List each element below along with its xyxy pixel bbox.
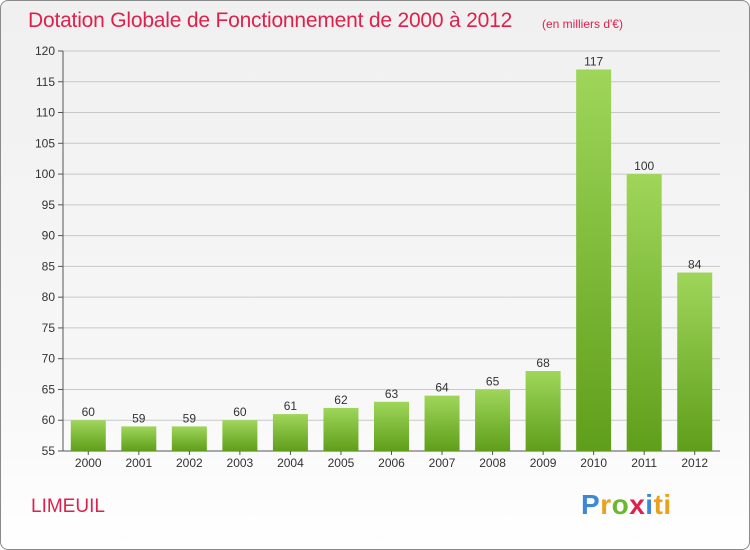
data-label: 117 [584, 54, 603, 68]
x-tick-label: 2008 [479, 456, 506, 470]
y-tick-label: 60 [42, 413, 56, 427]
x-tick-label: 2010 [580, 456, 607, 470]
bar [222, 420, 258, 451]
bar [626, 174, 662, 452]
bar [121, 426, 157, 451]
bar [475, 389, 511, 451]
bar [171, 426, 207, 451]
data-label: 84 [688, 258, 702, 272]
x-tick-label: 2011 [631, 456, 657, 470]
bar [272, 414, 308, 451]
bar [70, 420, 106, 451]
y-tick-label: 115 [36, 75, 55, 89]
y-tick-label: 120 [35, 44, 55, 58]
data-labels: 60 59 59 60 61 62 63 64 65 68 117 100 84 [82, 54, 702, 425]
y-tick-label: 110 [36, 106, 55, 120]
data-label: 60 [82, 405, 96, 419]
y-tick-label: 90 [42, 229, 56, 243]
bar [525, 371, 561, 451]
grid-lines [63, 50, 720, 421]
y-tick-label: 95 [42, 198, 56, 212]
axes: 55 60 65 70 75 80 85 90 95 100 105 110 115 120 2000 200… [35, 44, 720, 470]
y-tick-label: 105 [35, 136, 55, 150]
proxiti-logo[interactable]: Proxiti [581, 489, 672, 520]
bar [424, 395, 460, 451]
bars [70, 69, 713, 452]
data-label: 59 [132, 411, 146, 425]
x-tick-label: 2012 [681, 456, 708, 470]
data-label: 61 [284, 399, 298, 413]
x-tick-label: 2005 [328, 456, 355, 470]
data-label: 63 [385, 387, 399, 401]
data-label: 59 [183, 411, 197, 425]
data-label: 65 [486, 374, 500, 388]
data-label: 60 [233, 405, 247, 419]
x-tick-label: 2007 [429, 456, 456, 470]
data-label: 62 [334, 393, 348, 407]
data-label: 68 [536, 356, 550, 370]
chart-unit: (en milliers d'€) [542, 17, 623, 31]
data-label: 64 [435, 381, 449, 395]
x-tick-label: 2002 [176, 456, 203, 470]
y-tick-label: 65 [42, 382, 56, 396]
bar [576, 69, 612, 451]
commune-name: LIMEUIL [31, 496, 105, 517]
bar [677, 272, 713, 451]
x-tick-label: 2003 [227, 456, 254, 470]
x-tick-label: 2006 [378, 456, 405, 470]
bar [323, 407, 359, 451]
x-tick-label: 2000 [75, 456, 102, 470]
x-tick-label: 2004 [277, 456, 304, 470]
data-label: 100 [634, 159, 654, 173]
y-tick-label: 80 [42, 290, 56, 304]
y-tick-label: 55 [42, 444, 56, 458]
y-tick-label: 75 [42, 321, 56, 335]
bar [374, 401, 409, 451]
y-tick-label: 100 [35, 167, 55, 181]
y-tick-label: 85 [42, 259, 56, 273]
x-tick-label: 2001 [125, 456, 152, 470]
x-tick-label: 2009 [530, 456, 557, 470]
chart-title: Dotation Globale de Fonctionnement de 20… [28, 9, 513, 32]
y-tick-label: 70 [42, 352, 56, 366]
